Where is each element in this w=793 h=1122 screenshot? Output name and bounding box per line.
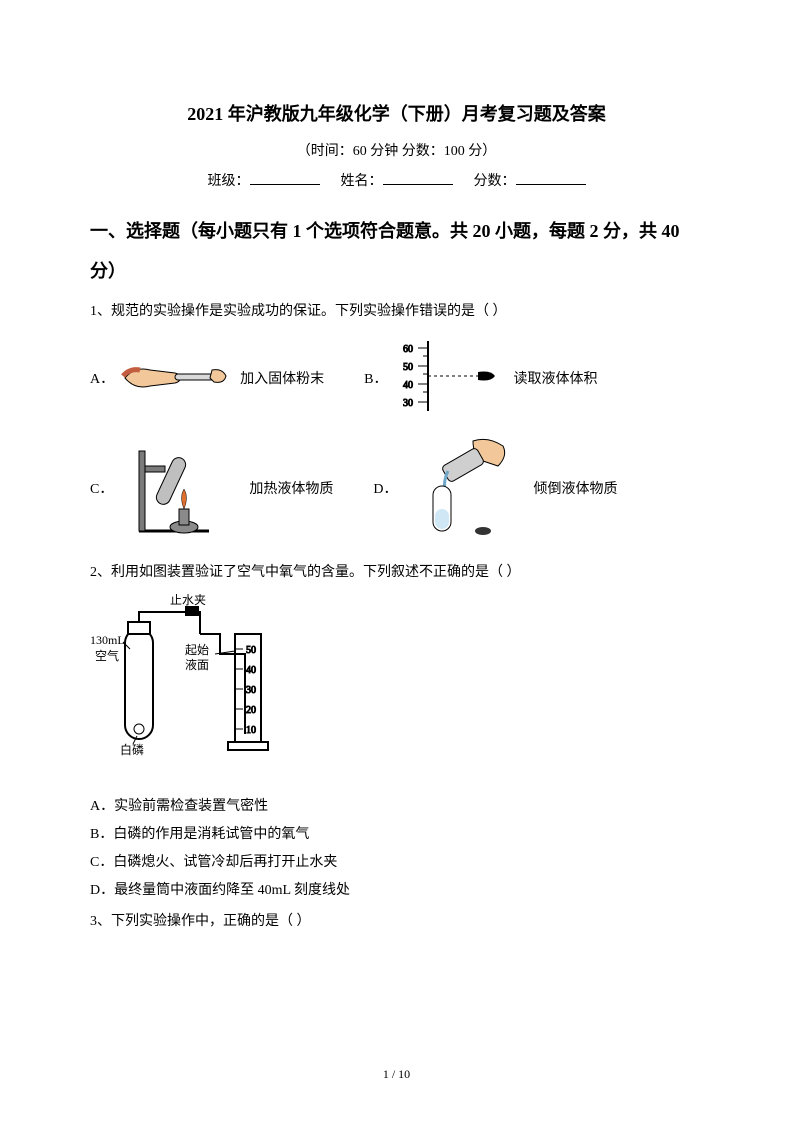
subtitle: （时间：60 分钟 分数：100 分） xyxy=(90,140,703,160)
q3-stem: 3、下列实验操作中，正确的是（ ） xyxy=(90,909,703,936)
blanks-line: 班级： 姓名： 分数： xyxy=(90,170,703,190)
q1-optD-text: 倾倒液体物质 xyxy=(533,478,617,498)
q1-optA-label: A． xyxy=(90,368,114,388)
q1-optB-text: 读取液体体积 xyxy=(513,368,597,388)
q1-stem: 1、规范的实验操作是实验成功的保证。下列实验操作错误的是（ ） xyxy=(90,299,703,326)
subtitle-suffix: ） xyxy=(482,144,496,159)
q1-optA: A． 加入固体粉末 xyxy=(90,348,324,408)
svg-text:30: 30 xyxy=(403,398,413,409)
q2-answers: A．实验前需检查装置气密性 B．白磷的作用是消耗试管中的氧气 C．白磷熄火、试管… xyxy=(90,793,703,905)
class-blank xyxy=(250,170,320,185)
svg-text:液面: 液面 xyxy=(185,657,209,672)
q2-label-air: 空气 xyxy=(95,648,119,663)
q1-row-ab: A． 加入固体粉末 B． 60 50 xyxy=(90,336,703,421)
q1-optB-label: B． xyxy=(364,368,387,388)
q1-diagram-d-icon xyxy=(403,431,523,546)
q1-optD-label: D． xyxy=(373,478,397,498)
score-blank xyxy=(516,170,586,185)
name-label: 姓名： xyxy=(341,174,383,189)
svg-text:40: 40 xyxy=(403,380,413,391)
section-1-heading: 一、选择题（每小题只有 1 个选项符合题意。共 20 小题，每题 2 分，共 4… xyxy=(90,212,703,291)
page-number: 1 / 10 xyxy=(383,1067,410,1081)
q1-optA-text: 加入固体粉末 xyxy=(240,368,324,388)
page-title: 2021 年沪教版九年级化学（下册）月考复习题及答案 xyxy=(90,100,703,126)
q2-ansB: B．白磷的作用是消耗试管中的氧气 xyxy=(90,821,703,849)
svg-text:30: 30 xyxy=(246,685,256,696)
q2-label-volume: 130mL xyxy=(90,633,125,647)
svg-text:40: 40 xyxy=(246,665,256,676)
q2-ansD: D．最终量筒中液面约降至 40mL 刻度线处 xyxy=(90,877,703,905)
duration: 60 分钟 xyxy=(353,144,399,159)
q1-optD: D． 倾倒液体物质 xyxy=(373,431,617,546)
q2-label-clamp: 止水夹 xyxy=(170,594,206,607)
score-label: 分数： xyxy=(474,174,516,189)
q2-diagram-icon: 止水夹 130mL 空气 白磷 50 40 30 20 10 xyxy=(90,594,703,769)
q2-label-whitep: 白磷 xyxy=(120,742,144,757)
q1-optC-label: C． xyxy=(90,478,113,498)
svg-text:50: 50 xyxy=(246,645,256,656)
subtitle-mid: 分数： xyxy=(398,144,444,159)
class-label: 班级： xyxy=(208,174,250,189)
svg-text:20: 20 xyxy=(246,705,256,716)
page-footer: 1 / 10 xyxy=(0,1067,793,1082)
subtitle-prefix: （时间： xyxy=(297,144,353,159)
page: 2021 年沪教版九年级化学（下册）月考复习题及答案 （时间：60 分钟 分数：… xyxy=(0,0,793,1122)
q1-diagram-a-icon xyxy=(120,348,230,408)
q2-ansC: C．白磷熄火、试管冷却后再打开止水夹 xyxy=(90,849,703,877)
q1-optB: B． 60 50 40 30 读取液体体 xyxy=(364,336,597,421)
svg-text:60: 60 xyxy=(403,344,413,355)
svg-text:起始: 起始 xyxy=(185,643,209,657)
svg-text:10: 10 xyxy=(246,725,256,736)
q1-diagram-b-icon: 60 50 40 30 xyxy=(393,336,503,421)
name-blank xyxy=(383,170,453,185)
q2-ansA: A．实验前需检查装置气密性 xyxy=(90,793,703,821)
q2-stem: 2、利用如图装置验证了空气中氧气的含量。下列叙述不正确的是（ ） xyxy=(90,560,703,587)
q1-row-cd: C． 加热液体物质 D． xyxy=(90,431,703,546)
svg-text:50: 50 xyxy=(403,362,413,373)
q1-optC: C． 加热液体物质 xyxy=(90,431,333,546)
q1-diagram-c-icon xyxy=(119,431,239,546)
total-score: 100 分 xyxy=(444,144,483,159)
q1-optC-text: 加热液体物质 xyxy=(249,478,333,498)
